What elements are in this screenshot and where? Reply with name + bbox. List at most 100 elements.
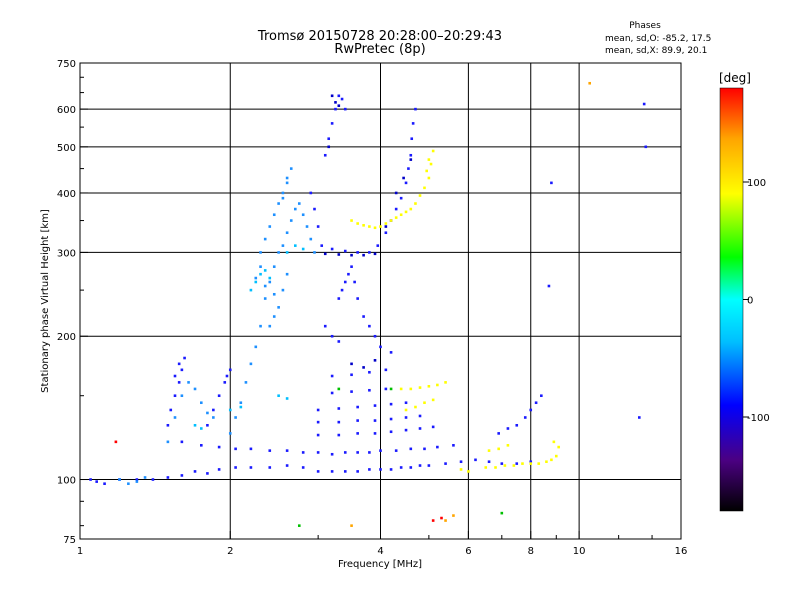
data-point xyxy=(459,468,463,471)
data-point xyxy=(394,216,398,219)
grid-layer xyxy=(80,63,681,539)
data-point xyxy=(313,251,316,254)
data-point xyxy=(534,401,538,405)
phases-o-stats: mean, sd,O: -85.2, 17.5 xyxy=(605,34,711,44)
data-point xyxy=(234,466,237,469)
y-tick-label: 100 xyxy=(57,476,76,487)
data-point xyxy=(223,381,227,384)
data-point xyxy=(545,460,548,464)
y-tick-label: 75 xyxy=(63,535,76,546)
data-point xyxy=(225,374,229,378)
data-point xyxy=(384,368,388,372)
data-point xyxy=(316,433,320,437)
data-point xyxy=(506,427,510,430)
data-point xyxy=(297,524,301,527)
data-point xyxy=(169,408,173,412)
data-point xyxy=(379,449,382,452)
data-point xyxy=(200,444,203,447)
data-point xyxy=(394,207,398,211)
data-point xyxy=(316,225,320,228)
data-point xyxy=(515,423,519,427)
data-point xyxy=(294,207,297,211)
data-point xyxy=(440,516,443,520)
data-point xyxy=(285,449,289,452)
data-point xyxy=(212,408,215,412)
data-point xyxy=(350,373,353,377)
data-point xyxy=(127,482,130,486)
data-point xyxy=(305,225,309,228)
chart-subtitle: RwPretec (8p) xyxy=(334,42,425,57)
data-point xyxy=(503,464,507,467)
data-point xyxy=(409,207,413,211)
phases-heading: Phases xyxy=(629,21,661,31)
data-point xyxy=(277,202,280,205)
data-point xyxy=(316,451,320,454)
data-point xyxy=(272,315,276,318)
data-point xyxy=(337,104,341,108)
data-point xyxy=(404,401,408,405)
data-point xyxy=(254,280,258,284)
data-point xyxy=(254,345,258,349)
y-axis-label: Stationary phase Virtual Height [km] xyxy=(40,209,51,393)
data-point xyxy=(200,401,203,405)
data-point xyxy=(368,468,371,471)
data-point xyxy=(356,222,359,225)
data-point xyxy=(384,222,388,225)
data-point xyxy=(337,420,341,424)
data-point xyxy=(384,387,388,391)
data-point xyxy=(272,292,276,296)
data-point xyxy=(418,386,422,389)
data-point xyxy=(356,451,359,454)
data-point xyxy=(173,374,177,378)
y-tick-label: 200 xyxy=(57,332,76,343)
data-point xyxy=(356,297,359,300)
data-point xyxy=(330,470,334,473)
data-point xyxy=(444,462,447,465)
data-point xyxy=(404,428,408,432)
data-point xyxy=(356,251,359,254)
y-tick-label: 750 xyxy=(57,59,76,70)
data-point xyxy=(423,186,426,190)
data-point xyxy=(281,191,285,195)
data-point xyxy=(500,511,504,515)
data-point xyxy=(177,362,181,366)
data-point xyxy=(362,224,365,227)
data-point xyxy=(557,445,560,449)
data-point xyxy=(373,226,377,230)
data-point xyxy=(494,466,497,469)
data-point xyxy=(436,445,439,449)
data-point xyxy=(263,297,267,300)
data-point xyxy=(389,430,393,434)
colorbar-ticks: 100 0 -100 xyxy=(743,178,770,424)
data-point xyxy=(399,387,403,391)
data-point xyxy=(523,416,527,419)
data-point xyxy=(362,366,365,369)
data-point xyxy=(379,345,382,349)
data-point xyxy=(389,417,393,421)
data-point xyxy=(414,202,417,205)
data-point xyxy=(431,149,435,153)
data-point xyxy=(301,213,305,217)
data-point xyxy=(301,451,305,454)
y-tick-label: 600 xyxy=(57,105,76,116)
colorbar-label: [deg] xyxy=(719,71,751,85)
data-point xyxy=(337,94,341,98)
data-point xyxy=(373,404,377,407)
data-point xyxy=(166,476,170,479)
data-point xyxy=(356,432,359,435)
data-point xyxy=(404,416,408,419)
data-point xyxy=(350,362,353,366)
data-point xyxy=(343,470,347,473)
data-point xyxy=(281,288,285,292)
data-point xyxy=(337,407,341,410)
data-point xyxy=(389,387,393,391)
data-point xyxy=(263,269,267,272)
data-point xyxy=(409,447,413,451)
phases-x-stats: mean, sd,X: 89.9, 20.1 xyxy=(605,46,707,56)
data-point xyxy=(368,251,371,254)
data-point xyxy=(399,213,403,217)
x-axis-label: Frequency [MHz] xyxy=(338,559,422,570)
data-point xyxy=(529,408,533,412)
data-point xyxy=(217,394,221,398)
